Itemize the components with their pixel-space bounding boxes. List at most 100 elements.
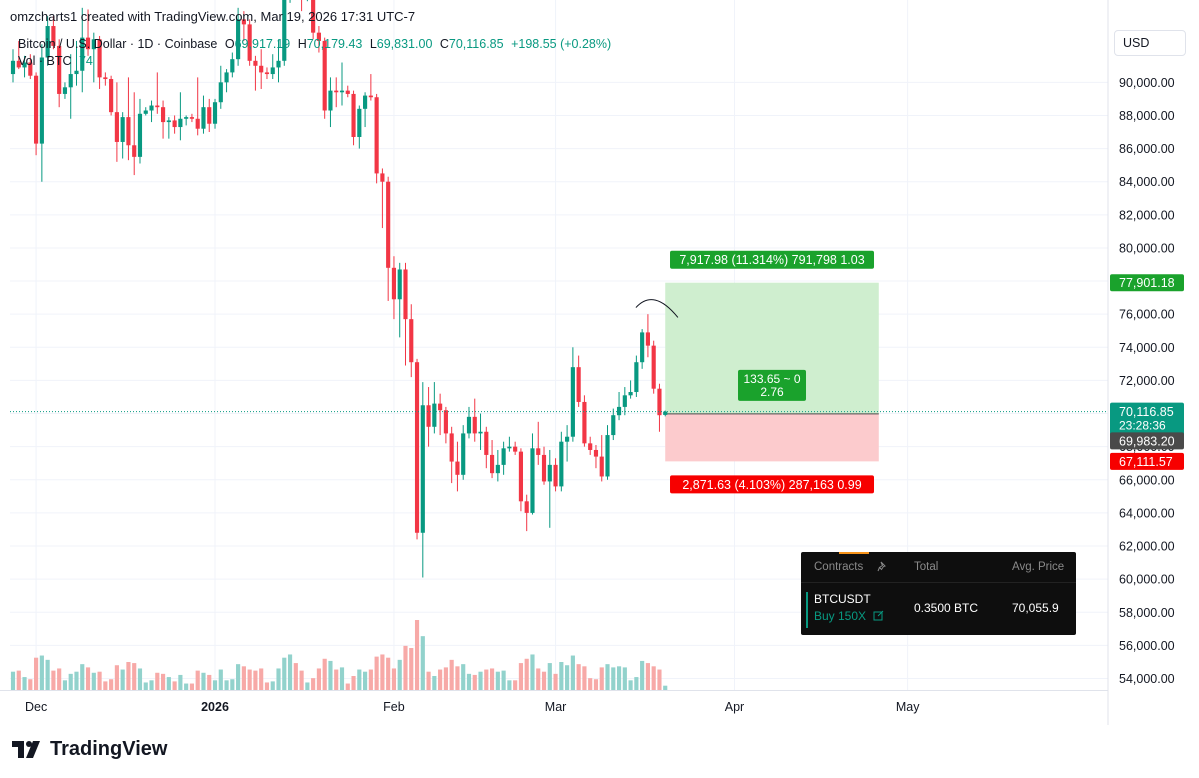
- volume-bar: [103, 681, 108, 690]
- candle-body: [513, 446, 518, 452]
- price-tick-label: 66,000.00: [1119, 473, 1175, 487]
- countdown-text: 23:28:36: [1119, 419, 1166, 433]
- candle-body: [357, 108, 362, 137]
- volume-bar: [195, 670, 200, 690]
- volume-bar: [570, 655, 575, 690]
- risk-reward-bg: [738, 369, 807, 401]
- volume-bar: [466, 673, 472, 690]
- time-tick-label: Dec: [25, 700, 47, 714]
- time-axis[interactable]: Dec 2026 Feb Mar Apr May: [0, 690, 1108, 715]
- volume-bar: [85, 667, 91, 690]
- volume-bar: [484, 669, 489, 690]
- time-tick-label: Apr: [725, 700, 744, 714]
- volume-bar: [137, 668, 143, 690]
- tradingview-logo-text: TradingView: [50, 738, 168, 760]
- candle-body: [334, 90, 339, 93]
- volume-bar: [322, 658, 327, 690]
- volume-bar: [472, 674, 477, 690]
- candle-body: [126, 117, 131, 146]
- candle-body: [311, 0, 316, 33]
- volume-bar: [640, 660, 645, 690]
- volume-bar: [501, 670, 506, 690]
- chart-overlay: 7,917.98 (11.314%) 791,798 1.03 2,871.63 …: [10, 250, 1108, 494]
- candle-body: [628, 392, 633, 396]
- volume-bar: [172, 681, 177, 690]
- volume-bar: [293, 663, 298, 690]
- time-tick-label: Feb: [383, 700, 405, 714]
- candle-body: [622, 395, 627, 407]
- candle-body: [593, 449, 599, 457]
- stop-price-tag-bg: [1110, 452, 1184, 470]
- profit-label: 7,917.98 (11.314%) 791,798 1.03: [670, 250, 875, 269]
- candle-body: [178, 118, 183, 128]
- volume-bar: [565, 665, 570, 690]
- chart-credit: omzcharts1 created with TradingView.com,…: [10, 9, 416, 24]
- volume-bar: [559, 662, 564, 690]
- candle-body: [438, 403, 443, 411]
- target-price-tag-bg: [1110, 274, 1184, 292]
- candle-body: [91, 39, 96, 50]
- volume-bar: [149, 680, 154, 690]
- pin-icon[interactable]: [877, 561, 888, 575]
- candle-body: [85, 37, 91, 50]
- volume-bar: [461, 664, 466, 690]
- candle-body: [10, 60, 16, 75]
- volume-bar: [74, 671, 79, 690]
- price-axis[interactable]: 54,000.00 56,000.00 58,000.00 60,000.00 62,0…: [1107, 0, 1184, 725]
- volume-bar: [357, 669, 362, 690]
- loss-label-text: 2,871.63 (4.103%) 287,163 0.99: [682, 478, 861, 492]
- candle-body: [524, 501, 529, 513]
- candle-body: [74, 70, 79, 75]
- tradingview-logo[interactable]: TradingView: [12, 738, 167, 761]
- volume-bar: [299, 670, 304, 690]
- volume-legend[interactable]: Vol · BTC 74: [18, 54, 97, 68]
- time-tick-label: May: [896, 700, 920, 714]
- contracts-header: Contracts: [814, 561, 864, 573]
- volume-bar: [588, 678, 593, 690]
- last-price-text: 70,116.85: [1119, 405, 1174, 419]
- volume-bar: [455, 666, 460, 690]
- volume-bar: [218, 669, 223, 690]
- volume-bar: [605, 664, 610, 690]
- volume-bar: [634, 677, 639, 690]
- candle-body: [651, 345, 656, 389]
- volume-bar: [166, 677, 171, 690]
- bid-price-tag-bg: [1110, 432, 1184, 450]
- price-tick-label: 60,000.00: [1119, 573, 1175, 587]
- candle-body: [576, 367, 581, 402]
- symbol-legend[interactable]: Bitcoin / U.S. Dollar · 1D · Coinbase O6…: [18, 37, 615, 51]
- volume-bar: [328, 660, 333, 690]
- currency-button[interactable]: USD: [1114, 30, 1186, 56]
- volume-bar: [513, 680, 518, 690]
- price-tick-label: 56,000.00: [1119, 639, 1175, 653]
- position-symbol[interactable]: BTCUSDT: [814, 592, 871, 606]
- volume-bar: [426, 671, 431, 690]
- candle-body: [495, 464, 500, 474]
- volume-bar: [530, 654, 535, 690]
- candle-body: [224, 72, 229, 83]
- volume-bar: [16, 670, 21, 690]
- candle-body: [22, 62, 27, 68]
- candle-body: [449, 433, 454, 462]
- position-side[interactable]: Buy 150X: [814, 609, 884, 623]
- high-label: H: [297, 37, 307, 51]
- candle-body: [634, 362, 639, 393]
- volume-bar: [576, 664, 581, 690]
- high-value: 70,179.43: [306, 37, 363, 51]
- candle-body: [541, 454, 547, 482]
- close-value: 70,116.85: [448, 37, 504, 51]
- edit-icon[interactable]: [873, 610, 884, 621]
- price-tick-label: 74,000.00: [1119, 341, 1175, 355]
- price-tick-label: 58,000.00: [1119, 606, 1175, 620]
- candle-body: [507, 446, 512, 449]
- candle-body: [351, 93, 356, 137]
- volume-bar: [80, 664, 85, 690]
- candle-body: [114, 112, 119, 142]
- volume-bar: [443, 667, 448, 690]
- target-price-tag-text: 77,901.18: [1119, 276, 1175, 290]
- candle-body: [386, 181, 391, 268]
- volume-bar: [224, 680, 229, 690]
- volume-bar: [247, 669, 252, 690]
- candle-body: [16, 60, 21, 68]
